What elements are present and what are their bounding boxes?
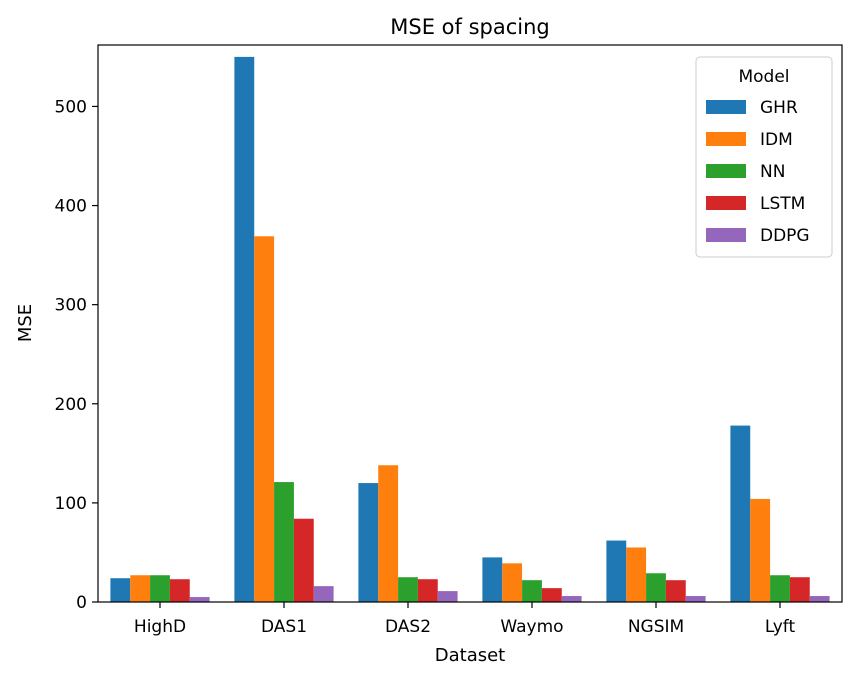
legend-title: Model	[738, 67, 789, 87]
bar-ghr-ngsim	[606, 540, 627, 602]
bar-nn-das1	[274, 482, 294, 602]
bar-lstm-das2	[417, 579, 438, 602]
bar-ghr-lyft	[730, 425, 751, 602]
x-tick-label-ngsim: NGSIM	[628, 617, 684, 637]
legend-label-ghr: GHR	[760, 98, 798, 118]
x-tick-label-das2: DAS2	[385, 617, 431, 637]
bar-nn-lyft	[770, 575, 790, 602]
y-tick-label: 300	[55, 296, 87, 316]
bar-idm-lyft	[750, 498, 771, 602]
legend: Model GHR IDM NN LSTM DDPG	[695, 56, 833, 258]
bar-ddpg-highd	[189, 597, 210, 602]
bar-lstm-lyft	[789, 577, 810, 602]
legend-label-lstm: LSTM	[760, 194, 805, 214]
bar-idm-das2	[378, 465, 399, 602]
legend-swatch-lstm	[706, 196, 746, 210]
bar-nn-waymo	[522, 580, 542, 602]
bar-ghr-highd	[110, 578, 131, 602]
y-tick-label: 100	[55, 494, 87, 514]
bar-ghr-das2	[358, 483, 379, 602]
bar-idm-ngsim	[626, 547, 647, 602]
bar-lstm-waymo	[541, 588, 562, 602]
y-tick-label: 500	[55, 97, 87, 117]
legend-swatch-nn	[706, 164, 746, 178]
bar-nn-das2	[398, 577, 418, 602]
legend-label-ddpg: DDPG	[760, 226, 810, 246]
x-tick-label-lyft: Lyft	[765, 617, 796, 637]
plot-frame	[97, 44, 843, 603]
bar-ddpg-lyft	[809, 596, 830, 602]
bar-lstm-highd	[169, 579, 190, 602]
legend-swatch-ghr	[706, 100, 746, 114]
legend-swatch-ddpg	[706, 228, 746, 242]
bar-ddpg-waymo	[561, 596, 582, 602]
y-tick-label: 0	[76, 593, 87, 613]
legend-label-nn: NN	[760, 162, 785, 182]
bar-ghr-waymo	[482, 557, 503, 602]
bar-nn-ngsim	[646, 573, 666, 602]
bar-idm-das1	[254, 236, 275, 603]
x-tick-label-das1: DAS1	[261, 617, 307, 637]
bar-ddpg-ngsim	[685, 596, 706, 602]
y-tick-label: 400	[55, 197, 87, 217]
x-tick-label-highd: HighD	[134, 617, 186, 637]
bar-idm-highd	[130, 575, 151, 602]
bars-group	[110, 56, 830, 603]
legend-swatch-idm	[706, 132, 746, 146]
x-axis: HighD DAS1 DAS2 Waymo NGSIM Lyft	[134, 602, 796, 637]
bar-idm-waymo	[502, 563, 523, 602]
bar-lstm-das1	[293, 518, 314, 602]
bar-nn-highd	[150, 575, 170, 602]
chart-title: MSE of spacing	[390, 15, 549, 39]
y-axis: 0 100 200 300 400 500	[55, 97, 98, 613]
y-tick-label: 200	[55, 395, 87, 415]
y-axis-title: MSE	[15, 304, 36, 342]
bar-ddpg-das1	[313, 586, 334, 602]
bar-ghr-das1	[234, 56, 255, 602]
bar-ddpg-das2	[437, 591, 458, 602]
x-axis-title: Dataset	[435, 645, 506, 666]
x-tick-label-waymo: Waymo	[500, 617, 563, 637]
bar-lstm-ngsim	[665, 580, 686, 602]
legend-label-idm: IDM	[760, 130, 793, 150]
